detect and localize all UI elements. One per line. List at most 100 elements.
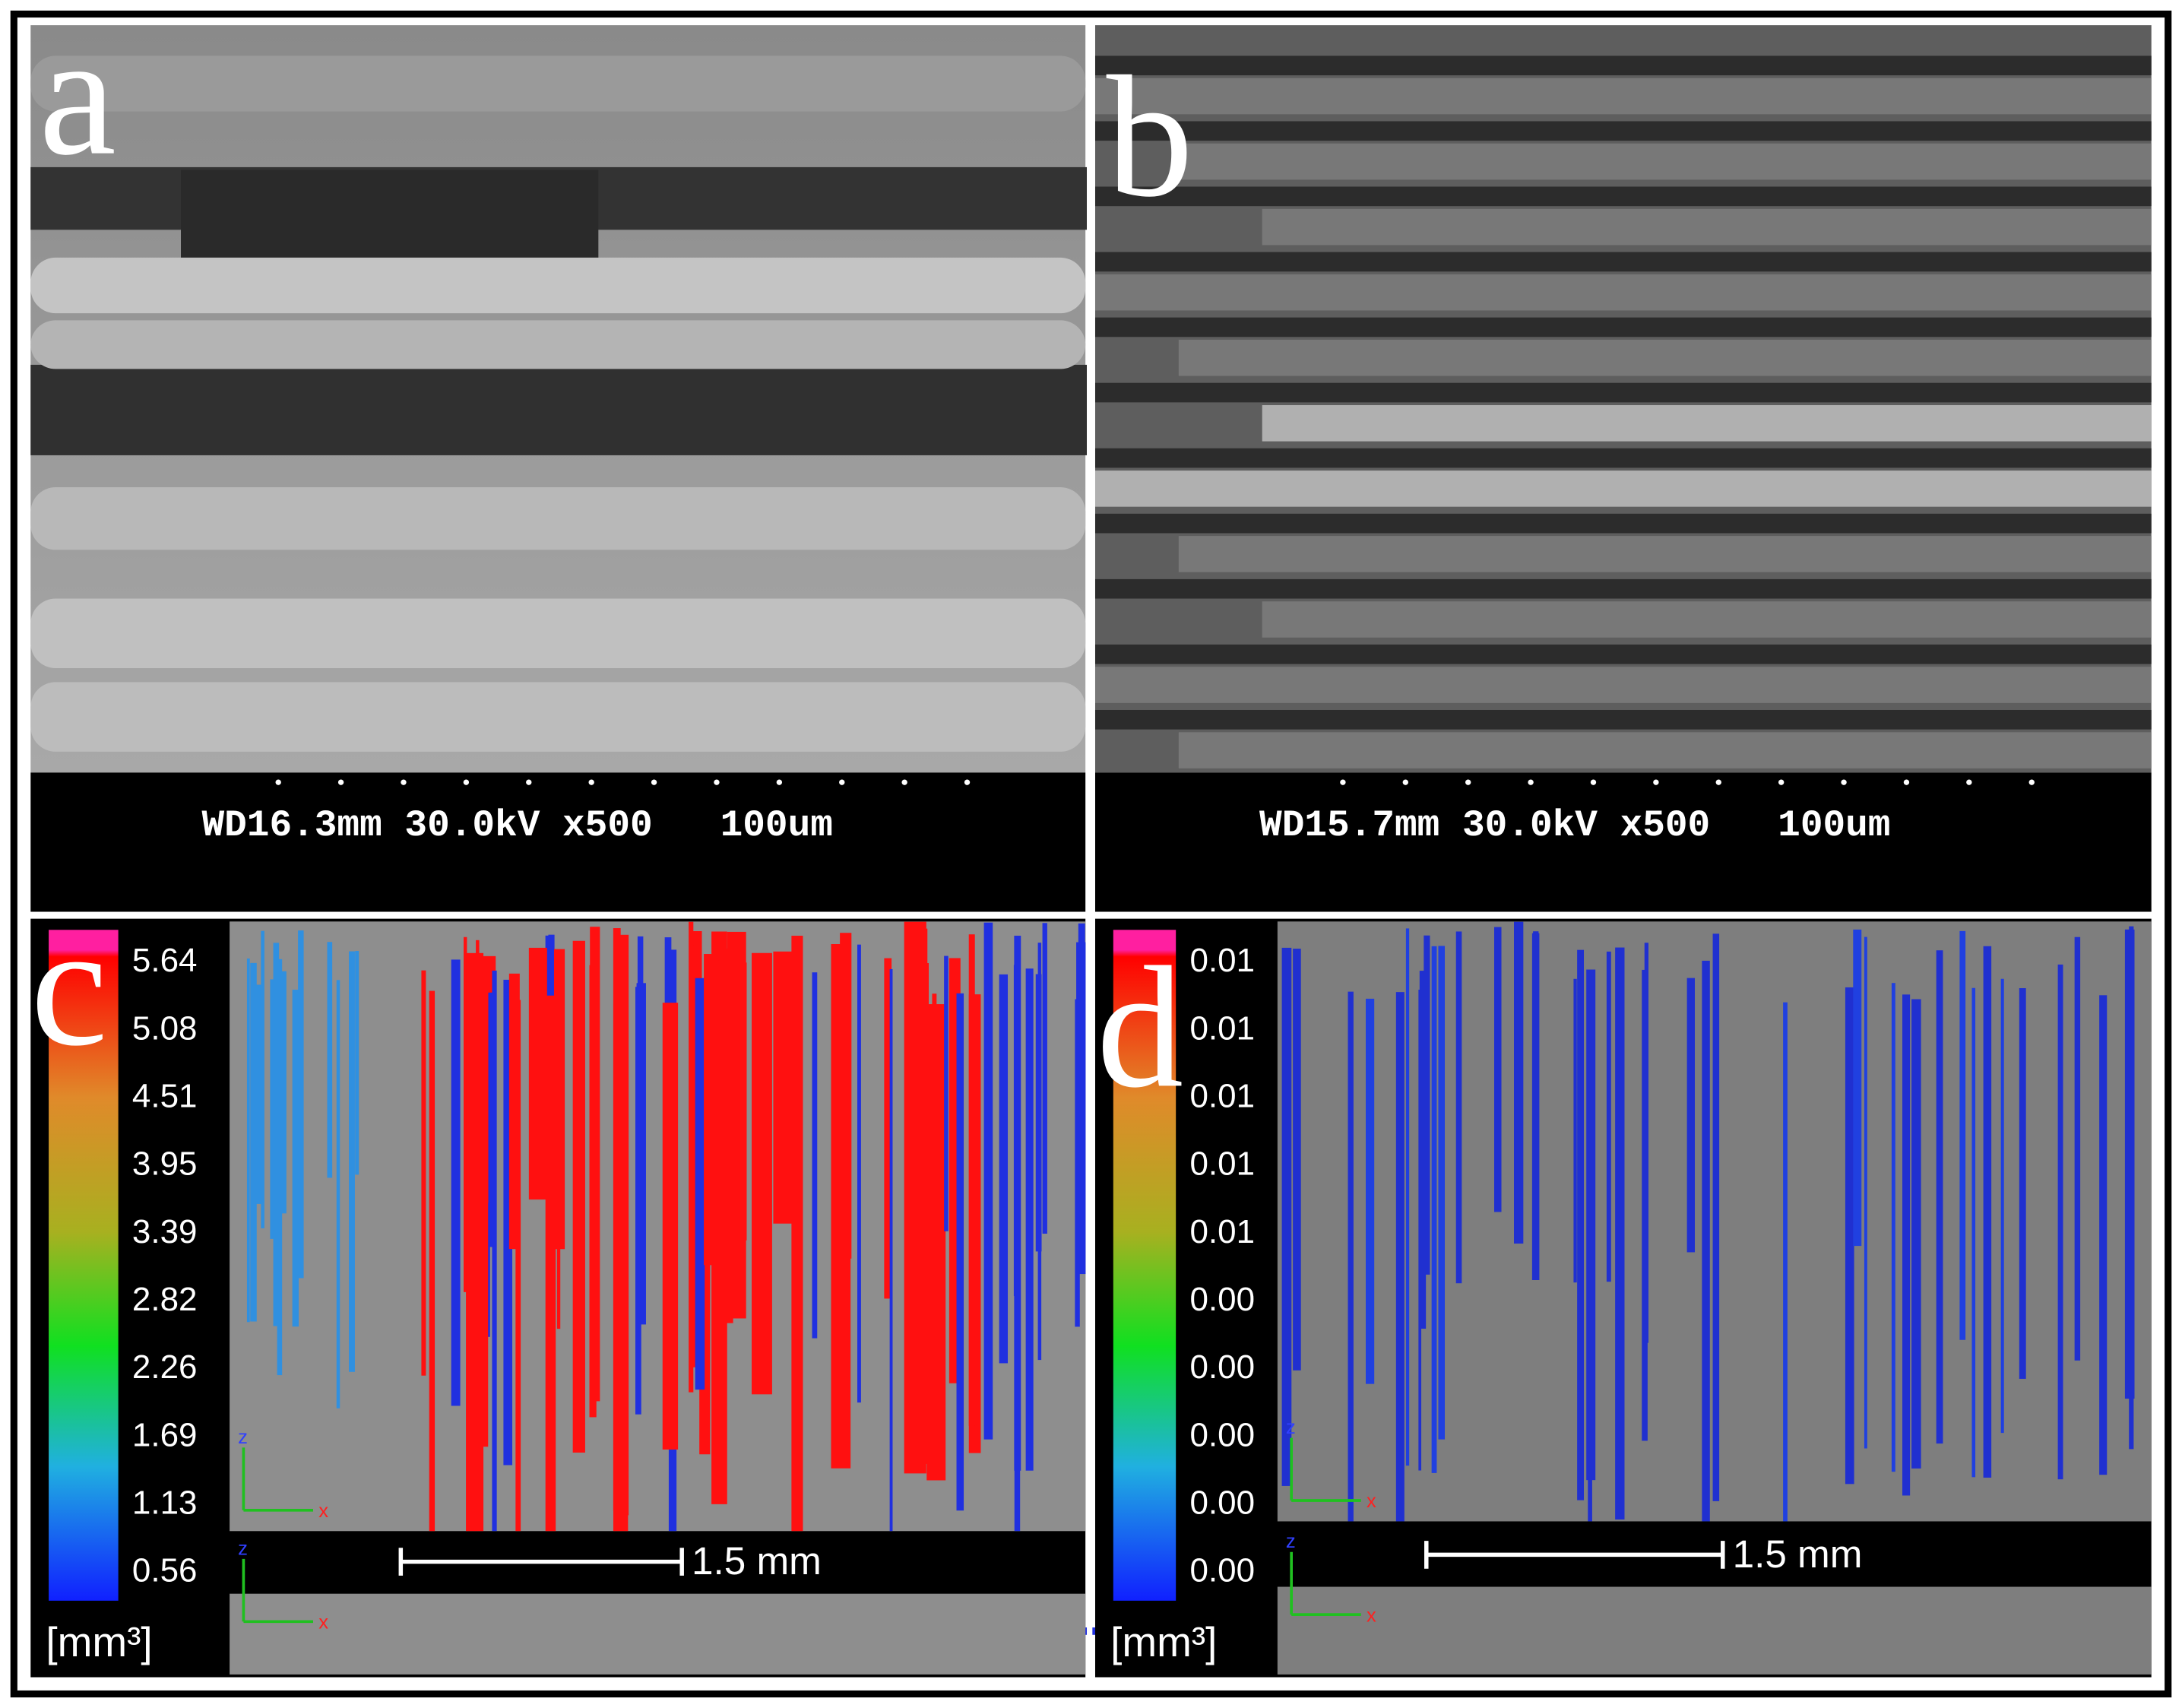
ct-streak [466,957,489,1447]
ct-streak [812,972,818,1339]
axis-gizmo [242,1558,313,1624]
colorbar-tick-label: 4.51 [132,1078,198,1115]
fiber-gap [1094,317,2152,337]
fiber [1178,339,2152,376]
fiber [1262,601,2152,638]
panel-label: a [39,0,116,192]
fiber [1262,405,2152,442]
scale-bar [1424,1541,1725,1569]
axis-gizmo [242,1447,313,1512]
ct-streak [857,944,861,1403]
ct-streak [1783,1002,1788,1522]
fiber [1094,274,2152,311]
ct-streak [421,970,426,1376]
ct-streak [1281,947,1292,1486]
ct-streak [261,930,264,1228]
panel-label: d [1097,930,1183,1123]
axis-label: z [1286,1531,1296,1552]
fiber-gap [1094,644,2152,664]
scale-dot [1841,779,1847,785]
scale-dot [1715,779,1721,785]
ct-streak [752,952,772,1395]
ct-streak [956,993,964,1511]
axis-label: z [1286,1417,1296,1438]
ct-streak [327,942,333,1178]
ct-streak [743,962,747,1241]
ct-streak [968,934,975,1426]
scale-dot [1590,779,1597,785]
ct-streak [336,980,340,1409]
fiber-gap [1094,55,2152,76]
ct-streak [637,936,644,1307]
scale-dot [1966,779,1972,785]
ct-streak [292,990,299,1327]
colorbar-tick-label: 1.69 [132,1416,198,1453]
ct-streak [2074,936,2081,1361]
scale-dot [714,779,720,785]
axis-label: z [238,1427,248,1448]
ct-streak [791,936,803,1532]
colorbar-tick-label: 0.01 [1190,942,1256,979]
fiber [1094,471,2152,507]
unit-label: [mm³] [1110,1618,1217,1665]
ct-streak [718,960,731,1262]
ct-streak [349,951,355,1372]
panel-d: 1.5 mm [mm³] d 0.01 0.01 0.01 0.01 0.01 0.00 0… [1094,918,2152,1678]
ct-streak [904,921,926,1474]
fiber [30,257,1086,314]
ct-streak [278,971,287,1214]
scale-dot [1465,779,1471,785]
ct-streak [1712,933,1720,1501]
fiber-gap [1094,709,2152,730]
ct-streak [1864,936,1867,1449]
ct-streak [932,993,937,1399]
panel-label: c [30,889,108,1082]
fiber [1094,667,2152,703]
fiber-gap [1094,382,2152,403]
ct-streak [662,1003,679,1450]
ct-streak [1395,992,1405,1522]
ct-streak [1013,965,1017,1297]
scale-dot [1528,779,1534,785]
ct-streak [1983,946,1992,1478]
fiber [1262,208,2152,246]
scale-dot [588,779,594,785]
colorbar-tick-label: 0.00 [1190,1416,1256,1453]
axis-label: x [1367,1605,1376,1626]
scale-dot [901,779,907,785]
ct-streak [298,930,304,1279]
ct-streak [1902,994,1911,1496]
scale-dot [526,779,532,785]
ct-streak [463,936,467,1292]
ct-streak [944,955,948,1231]
colorbar [1113,930,1177,1601]
ct-streak [999,974,1009,1364]
ct-streak [1431,946,1437,1473]
ct-streak [1911,999,1921,1469]
ct-streak [692,945,697,1367]
ct-streak [429,990,435,1532]
ct-streak [488,992,496,1247]
colorbar-tick-label: 5.64 [132,942,198,979]
ct-streak [689,921,694,1393]
ct-streak [1293,949,1301,1371]
ct-streak [1891,983,1895,1472]
ct-streak [515,1000,521,1532]
scale-dot [1653,779,1659,785]
ct-streak [773,951,793,1224]
ct-streak [1959,930,1966,1340]
ct-streak [492,970,497,1532]
ct-streak [1455,931,1462,1284]
fiber [30,320,1086,369]
ct-streak [545,995,556,1532]
colorbar-tick-label: 2.82 [132,1281,198,1318]
ct-streak [508,973,520,1250]
ct-streak [1438,946,1446,1440]
ct-streak [889,968,893,1532]
colorbar-tick-label: 0.01 [1190,1146,1256,1183]
ct-streak [270,979,278,1239]
colorbar-tick-label: 0.01 [1190,1213,1256,1250]
sem-info: WD15.7mm 30.0kV x500 100um [1259,804,1890,847]
panel-c: 1.5 mm [mm³] c 5.64 5.08 4.51 3.95 3.39 2.82 2… [30,889,1097,1678]
